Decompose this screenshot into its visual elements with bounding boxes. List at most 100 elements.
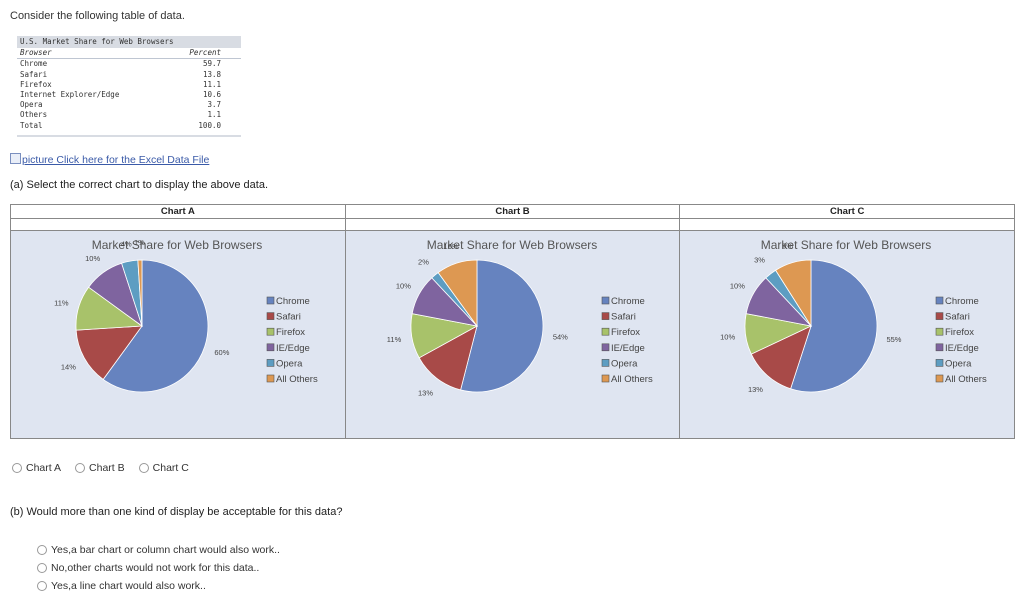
legend-label: Opera	[611, 358, 638, 369]
row-value: 10.6	[202, 90, 221, 100]
legend-label: Safari	[611, 312, 636, 323]
row-name: Firefox	[20, 79, 52, 89]
radio-circle-icon[interactable]	[138, 463, 149, 473]
legend-swatch	[266, 374, 275, 383]
chart-c-svg: Market Share for Web Browsers 55% 13% 10% 10…	[720, 238, 987, 394]
chart-a-svg: Market Share for Web Browsers 60% 14% 11% 10…	[54, 238, 318, 393]
table-row: Others 1.1	[17, 110, 241, 120]
legend-label: Opera	[276, 358, 303, 369]
legend-label: Chrome	[945, 296, 979, 307]
legend-swatch	[266, 359, 275, 367]
pie-slice	[790, 259, 878, 393]
option-bar-chart[interactable]: Yes,a bar chart or column chart would al…	[37, 541, 280, 559]
option-label: No,other charts would not work for this …	[51, 562, 260, 574]
pie-slice	[75, 325, 143, 380]
slice-label: 10%	[396, 282, 411, 291]
chart-title: Market Share for Web Browsers	[92, 238, 263, 252]
chart-title: Market Share for Web Browsers	[426, 238, 597, 252]
slice-label: 4%	[121, 239, 132, 248]
radio-circle-icon[interactable]	[37, 563, 47, 573]
slice-label: 10%	[720, 333, 735, 342]
slice-label: 54%	[553, 333, 568, 342]
row-value: 3.7	[207, 100, 221, 110]
table-row: Safari 13.8	[17, 70, 241, 80]
slice-label: 10%	[443, 242, 458, 251]
pie-slice	[459, 259, 544, 393]
chart-a-area: Market Share for Web Browsers 60% 14% 11% 10…	[11, 231, 345, 438]
legend-label: Safari	[276, 312, 301, 323]
row-value: 1.1	[207, 110, 221, 120]
legend-swatch	[936, 296, 944, 305]
legend-label: All Others	[611, 374, 653, 385]
legend-label: Safari	[945, 312, 970, 323]
legend-swatch	[266, 327, 275, 336]
chart-comparison-table: Chart A Market Share for Web Browsers 60%…	[10, 204, 1015, 439]
slice-label: 1%	[134, 238, 145, 247]
table-header-browser: Browser	[17, 48, 165, 60]
radio-chart-b[interactable]: Chart B	[75, 462, 125, 474]
row-name: Others	[20, 110, 48, 120]
intro-text: Consider the following table of data.	[10, 10, 185, 22]
radio-chart-c[interactable]: Chart C	[138, 462, 189, 474]
legend-swatch	[936, 359, 944, 367]
pie-slice	[437, 259, 478, 328]
radio-label: Chart A	[26, 462, 62, 474]
slice-label: 11%	[386, 335, 401, 344]
slice-label: 9%	[782, 241, 793, 250]
chart-b-header: Chart B	[345, 205, 680, 219]
chart-column-c: Chart C Market Share for Web Browsers 55%…	[680, 205, 1015, 438]
radio-chart-a[interactable]: Chart A	[12, 462, 61, 474]
legend-label: IE/Edge	[611, 343, 645, 354]
radio-circle-icon[interactable]	[37, 581, 47, 591]
table-header-percent: Percent	[164, 48, 241, 60]
chart-column-b: Chart B Market Share for Web Browsers 54%…	[345, 205, 681, 438]
legend-swatch	[601, 374, 609, 383]
legend-swatch	[936, 312, 944, 320]
table-title: U.S. Market Share for Web Browsers	[17, 36, 241, 49]
legend-label: Chrome	[611, 296, 645, 307]
legend-swatch	[601, 296, 609, 305]
slice-label: 10%	[730, 282, 745, 291]
legend-swatch	[601, 343, 609, 352]
legend-label: IE/Edge	[945, 343, 979, 354]
legend-swatch	[266, 312, 275, 320]
option-line-chart[interactable]: Yes,a line chart would also work..	[37, 577, 280, 595]
chart-b-svg: Market Share for Web Browsers 54% 13% 11% 10…	[386, 238, 653, 397]
chart-b-area: Market Share for Web Browsers 54% 13% 11% 10…	[345, 231, 680, 438]
slice-label: 13%	[418, 388, 433, 397]
table-row: Chrome 59.7	[17, 59, 241, 70]
slice-label: 10%	[85, 254, 100, 263]
table-row: Firefox 11.1	[17, 80, 241, 90]
row-name: Chrome	[20, 59, 48, 69]
pie-slice	[775, 259, 812, 328]
legend-swatch	[936, 327, 944, 336]
radio-circle-icon[interactable]	[75, 463, 86, 473]
chart-title: Market Share for Web Browsers	[761, 238, 932, 252]
radio-circle-icon[interactable]	[37, 545, 47, 555]
pie-slice	[102, 259, 209, 393]
chart-c-area: Market Share for Web Browsers 55% 13% 10% 10…	[680, 231, 1015, 438]
legend-label: Opera	[945, 358, 972, 369]
legend-swatch	[601, 359, 609, 367]
legend-label: Chrome	[276, 296, 310, 307]
legend-swatch	[936, 374, 944, 383]
radio-circle-icon[interactable]	[12, 463, 22, 473]
slice-label: 3%	[754, 256, 765, 265]
slice-label: 11%	[54, 299, 69, 308]
excel-data-link[interactable]: picture Click here for the Excel Data Fi…	[10, 153, 209, 166]
legend-label: Firefox	[276, 327, 305, 338]
slice-label: 14%	[61, 362, 76, 371]
option-label: Yes,a bar chart or column chart would al…	[51, 544, 280, 556]
row-name: Opera	[20, 100, 43, 110]
option-no-other[interactable]: No,other charts would not work for this …	[37, 559, 280, 577]
row-value: 100.0	[198, 120, 221, 130]
chart-choice-group: Chart A Chart B Chart C	[12, 462, 189, 474]
row-value: 13.8	[202, 69, 221, 79]
row-name: Total	[20, 120, 43, 130]
chart-a-header: Chart A	[11, 205, 345, 219]
excel-link-text: picture Click here for the Excel Data Fi…	[22, 154, 210, 166]
legend-swatch	[936, 343, 944, 352]
legend-label: Firefox	[611, 327, 640, 338]
row-value: 59.7	[202, 59, 221, 69]
table-row: Internet Explorer/Edge 10.6	[17, 90, 241, 100]
